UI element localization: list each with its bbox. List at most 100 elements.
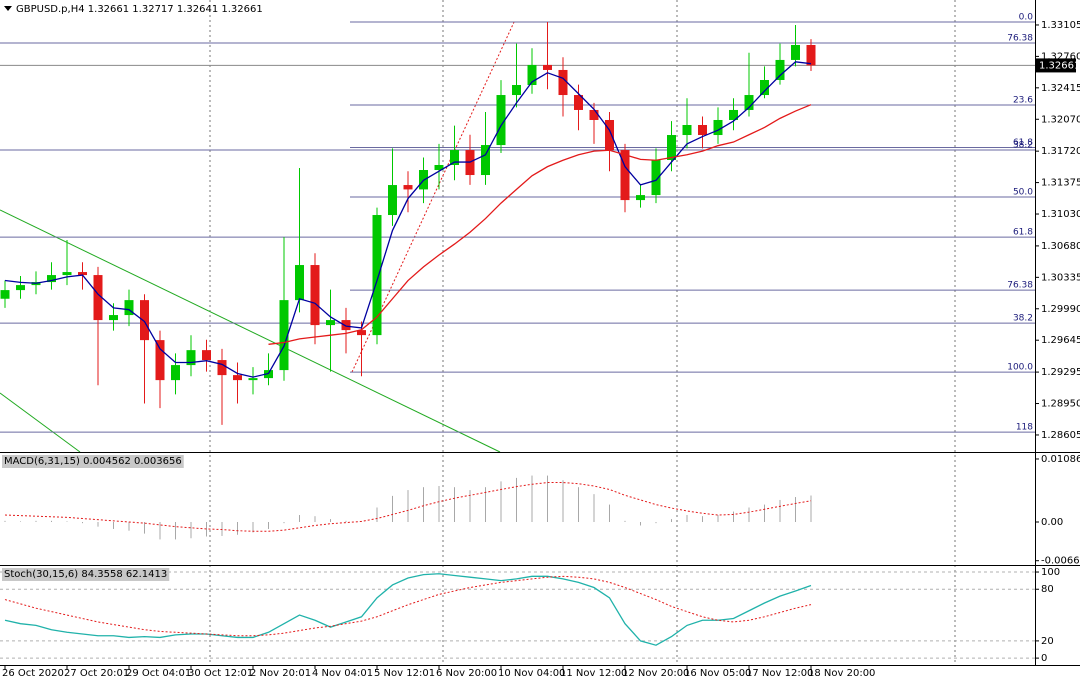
macd-bar — [469, 490, 471, 522]
candle-body — [78, 272, 87, 276]
candle-body — [729, 109, 738, 120]
candle-body — [775, 59, 785, 80]
trendline — [0, 209, 501, 453]
candle-body — [341, 320, 351, 331]
stoch-main — [4, 573, 812, 646]
y-tick-label: 1.31720 — [1041, 146, 1080, 157]
candle-body — [806, 45, 816, 66]
fibo-level-label: 38.2 — [1013, 314, 1033, 324]
candle-body — [186, 350, 196, 366]
x-tick-label: 2 Nov 20:01 — [250, 668, 311, 679]
y-tick-label: 1.29990 — [1041, 304, 1080, 315]
candle-body — [760, 79, 769, 96]
current-price-box — [1036, 58, 1076, 73]
candle-body — [667, 135, 676, 160]
candle-body — [372, 215, 382, 336]
macd-bar — [20, 521, 21, 522]
macd-bar — [438, 486, 440, 522]
fibo-level-label: 23.6 — [1013, 95, 1033, 105]
candle-body — [124, 300, 134, 316]
macd-bar — [82, 521, 83, 524]
candle-body — [140, 300, 149, 341]
y-tick-label: 1.33105 — [1041, 20, 1080, 31]
macd-bar — [717, 515, 719, 522]
x-tick-label: 16 Nov 05:00 — [684, 668, 751, 679]
x-tick-label: 6 Nov 20:00 — [436, 668, 497, 679]
candle-body — [698, 125, 707, 136]
fibo-level-label: 118 — [1016, 423, 1033, 433]
candle-body — [744, 95, 754, 110]
candle-body — [357, 330, 366, 336]
indicator-title: Stoch(30,15,6) 84.3558 62.1413 — [4, 569, 167, 580]
candle-body — [605, 119, 614, 151]
candle-body — [217, 360, 227, 376]
macd-bar — [144, 521, 145, 534]
fibo-level-label: 61.8 — [1013, 228, 1033, 238]
macd-bar — [376, 507, 378, 522]
plot-layer: 1.28605 1.28950 1.29295 1.29645 1.29990 1.303… — [0, 12, 1080, 679]
x-tick-label: 4 Nov 04:01 — [312, 668, 373, 679]
candle-body — [155, 340, 165, 381]
candle-body — [62, 272, 72, 276]
candle-body — [109, 315, 118, 321]
candle-body — [620, 150, 630, 201]
macd-bar — [516, 477, 517, 522]
candle-body — [682, 125, 692, 136]
macd-bar — [35, 520, 37, 522]
candle-body — [403, 185, 413, 190]
fibo-level-label: 100.0 — [1007, 363, 1033, 373]
macd-bar — [702, 516, 703, 522]
indicator-title-box — [2, 455, 184, 468]
candle-body — [326, 320, 335, 326]
fibo-level-label: 0.0 — [1019, 12, 1034, 22]
fibo-level-label: 76.38 — [1007, 281, 1033, 291]
macd-bar — [51, 520, 52, 522]
y-tick-label: 1.32415 — [1041, 83, 1080, 94]
x-tick-label: 17 Nov 12:00 — [746, 668, 813, 679]
macd-bar — [454, 487, 455, 522]
y-tick-label: 1.28950 — [1041, 399, 1080, 410]
indicator-title-box — [2, 568, 170, 581]
macd-bar — [66, 521, 68, 522]
candle-body — [248, 378, 258, 381]
y-tick-label: 1.29645 — [1041, 335, 1080, 346]
macd-bar — [159, 521, 161, 540]
fibo-level-label: 38.2 — [1013, 140, 1033, 150]
candle-body — [713, 119, 723, 136]
macd-bar — [392, 495, 393, 522]
macd-bar — [97, 521, 99, 527]
macd-bar — [252, 521, 254, 533]
macd-bar — [764, 504, 765, 522]
macd-bar — [655, 521, 657, 524]
candle-body — [558, 69, 568, 96]
macd-bar — [330, 519, 331, 522]
macd-bar — [593, 494, 595, 522]
macd-bar — [314, 516, 316, 522]
y-tick-label: 1.31030 — [1041, 209, 1080, 220]
y-tick-label: 1.28605 — [1041, 430, 1080, 441]
candle-body — [295, 265, 304, 301]
macd-bar — [4, 520, 6, 522]
candle-body — [388, 185, 397, 216]
indicator-title: MACD(6,31,15) 0.004562 0.003656 — [4, 456, 182, 467]
macd-bar — [175, 521, 176, 540]
candle-body — [0, 290, 10, 299]
macd-bar — [500, 481, 502, 522]
macd-bar — [283, 521, 285, 524]
y-tick-label: 1.29295 — [1041, 367, 1080, 378]
y-tick-label: 1.30335 — [1041, 272, 1080, 283]
macd-bar — [671, 519, 672, 522]
macd-bar — [345, 520, 347, 522]
candle-body — [16, 285, 25, 291]
macd-bar — [531, 475, 533, 522]
macd-bar — [686, 515, 688, 522]
x-tick-label: 27 Oct 20:01 — [64, 668, 129, 679]
candle-body — [574, 95, 583, 110]
x-tick-label: 11 Nov 12:00 — [560, 668, 627, 679]
candle-body — [233, 375, 242, 381]
current-price-label: 1.32661 — [1039, 60, 1080, 71]
menu-triangle[interactable] — [4, 6, 12, 11]
macd-bar — [624, 520, 626, 522]
y-tick-label: 0.00 — [1041, 517, 1063, 528]
candle-body — [791, 45, 800, 60]
